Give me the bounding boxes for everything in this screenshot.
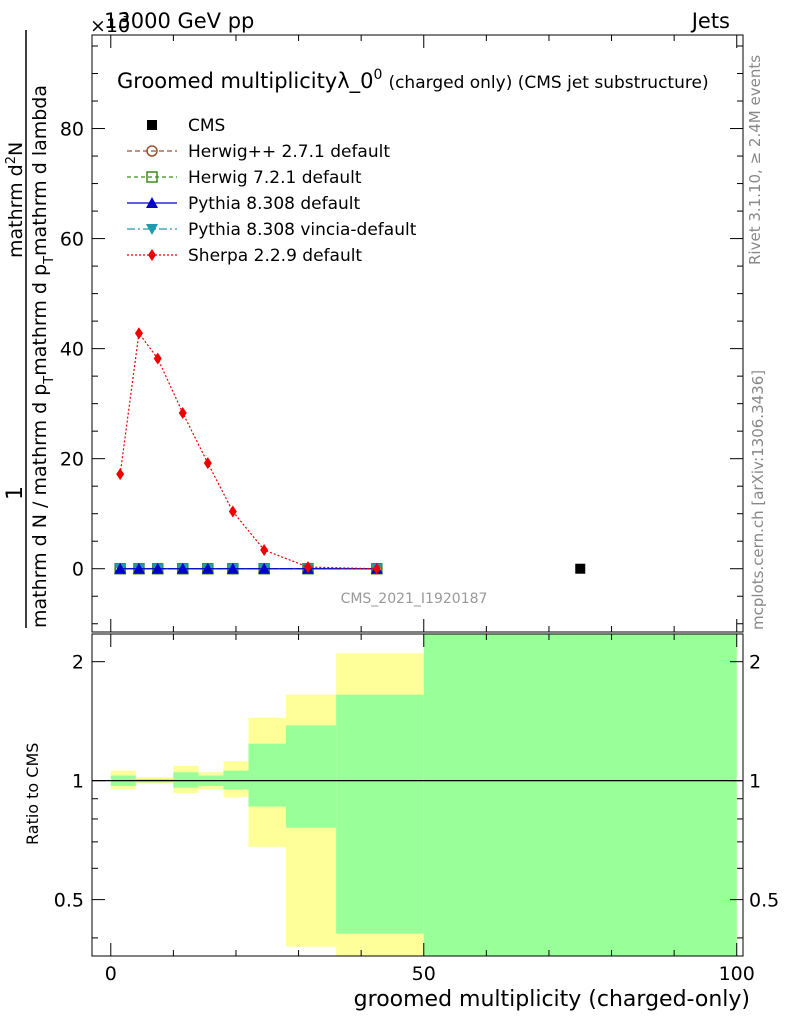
analysis-watermark: CMS_2021_I1920187 (341, 591, 488, 607)
jets-label: Jets (690, 9, 730, 33)
data-point-sherpa (178, 407, 187, 420)
legend-marker-pythia (146, 197, 158, 208)
ratio-bands (110, 634, 737, 956)
main-ylabel: 1 mathrm d2N mathrm d N / mathrm d pTmat… (3, 30, 57, 628)
ratio-band-inner (336, 694, 424, 934)
mcplots-label: mcplots.cern.ch [arXiv:1306.3436] (749, 370, 767, 630)
legend-marker-vincia (146, 224, 158, 235)
y-tick-label: 20 (60, 449, 84, 471)
ratio-y-tick-label-right: 1 (749, 771, 761, 793)
data-point-cms (575, 563, 586, 574)
series-pythia (114, 562, 383, 574)
data-point-sherpa (260, 544, 269, 557)
rivet-label: Rivet 3.1.10, ≥ 2.4M events (746, 55, 764, 265)
legend-marker-herwig7 (146, 171, 158, 183)
main-frame (91, 34, 744, 633)
ylabel-top: 1 (3, 486, 28, 500)
ratio-band-inner (423, 634, 737, 956)
ylabel-denominator: mathrm d N / mathrm d pTmathrm d pTmathr… (29, 85, 57, 628)
legend-entry-herwig7: Herwig 7.2.1 default (127, 168, 362, 188)
multiplier-label: ×10 (90, 15, 130, 37)
legend-label-herwigpp: Herwig++ 2.7.1 default (188, 142, 390, 162)
x-tick-label: 50 (412, 963, 436, 985)
data-point-pythia (226, 562, 239, 574)
ratio-band-inner (248, 743, 287, 807)
ratio-y-tick-label: 2 (72, 652, 84, 674)
legend-marker-herwigpp (146, 145, 158, 157)
legend: CMS Herwig++ 2.7.1 default Herwig 7.2.1 de… (127, 116, 417, 266)
y-tick-label: 0 (72, 559, 84, 581)
ratio-y-tick-label-right: 2 (749, 652, 761, 674)
legend-label-sherpa: Sherpa 2.2.9 default (188, 246, 362, 266)
legend-label-pythia: Pythia 8.308 default (188, 194, 361, 214)
ratio-y-tick-label-right: 0.5 (749, 890, 779, 912)
data-point-pythia (132, 562, 145, 574)
legend-label-cms: CMS (188, 116, 225, 136)
x-axis-label: groomed multiplicity (charged-only) (354, 987, 750, 1012)
legend-entry-vincia: Pythia 8.308 vincia-default (127, 220, 417, 240)
ratio-frame (91, 633, 744, 957)
main-series (114, 327, 586, 575)
data-point-pythia (176, 562, 189, 574)
data-point-sherpa (116, 468, 125, 481)
series-sherpa (116, 327, 381, 575)
data-point-sherpa (303, 561, 312, 574)
ratio-panel: 0.5 0.5 1 1 2 2 0 50 100 groomed multiplicity (c… (54, 633, 779, 1012)
y-tick-label: 40 (60, 339, 84, 361)
ratio-ticks: 0.5 0.5 1 1 2 2 0 50 100 (54, 634, 779, 985)
legend-entry-herwigpp: Herwig++ 2.7.1 default (127, 142, 390, 162)
main-panel: 0 20 40 60 80 Groomed multiplicityλ_00 (charg… (60, 34, 744, 633)
data-point-sherpa (372, 562, 381, 575)
data-point-sherpa (228, 505, 237, 518)
x-tick-label: 0 (105, 963, 117, 985)
y-tick-label: 80 (60, 119, 84, 141)
data-point-pythia (151, 562, 164, 574)
ratio-band-inner (286, 725, 337, 828)
ratio-ylabel: Ratio to CMS (23, 743, 42, 845)
legend-marker-cms (147, 120, 157, 130)
ratio-y-tick-label: 0.5 (54, 890, 84, 912)
ylabel-numerator: mathrm d2N (4, 142, 27, 258)
x-tick-label: 100 (719, 963, 755, 985)
multiplier-exponent: 3 (121, 11, 129, 26)
energy-label: 13000 GeV pp (104, 9, 254, 33)
data-point-pythia (201, 562, 214, 574)
legend-entry-cms: CMS (147, 116, 225, 136)
ratio-band-inner (173, 772, 199, 788)
legend-label-vincia: Pythia 8.308 vincia-default (188, 220, 417, 240)
data-point-sherpa (203, 457, 212, 470)
main-ticks: 0 20 40 60 80 (60, 35, 743, 632)
series-cms (575, 563, 586, 574)
series-line-sherpa (119, 331, 377, 570)
legend-entry-sherpa: Sherpa 2.2.9 default (127, 246, 362, 266)
legend-entry-pythia: Pythia 8.308 default (127, 194, 361, 214)
legend-marker-sherpa (148, 249, 156, 261)
data-point-pythia (258, 562, 271, 574)
ratio-y-tick-label: 1 (72, 771, 84, 793)
data-point-pythia (114, 562, 127, 574)
legend-label-herwig7: Herwig 7.2.1 default (188, 168, 362, 188)
y-tick-label: 60 (60, 229, 84, 251)
data-point-sherpa (134, 327, 143, 340)
chart-title: Groomed multiplicityλ_00 (charged only) (… (117, 67, 709, 94)
data-point-sherpa (153, 352, 162, 365)
